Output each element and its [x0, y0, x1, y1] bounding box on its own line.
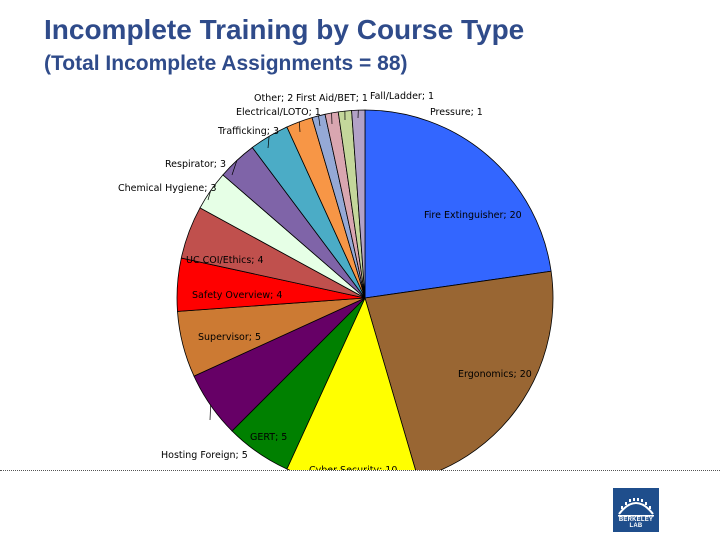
pie-chart: Fire Extinguisher; 20 Ergonomics; 20 Cyber…: [118, 91, 554, 470]
slice-label: Supervisor; 5: [198, 332, 261, 343]
slice-label: Fire Extinguisher; 20: [424, 210, 522, 221]
logo-text: BERKELEY LAB: [618, 517, 654, 529]
slice-label: Respirator; 3: [165, 159, 226, 170]
slice-label: Safety Overview; 4: [192, 290, 282, 301]
slice-label: Hosting Foreign; 5: [161, 450, 248, 461]
leader-line: [209, 405, 211, 421]
pie-slice-fire-extinguisher: [364, 109, 552, 299]
slice-label: Trafficking; 3: [217, 126, 279, 137]
slice-label: Fall/Ladder; 1: [370, 91, 434, 102]
slice-label: Electrical/LOTO; 1: [236, 107, 321, 118]
slice-label: Chemical Hygiene; 3: [118, 183, 217, 194]
slice-label: Ergonomics; 20: [458, 369, 532, 380]
pie-slice-ergonomics: [364, 270, 554, 470]
leader-line: [318, 115, 321, 127]
chart-subtitle: (Total Incomplete Assignments = 88): [44, 52, 408, 75]
slice-label: GERT; 5: [250, 432, 287, 443]
slice-label: Pressure; 1: [430, 107, 483, 118]
berkeley-lab-logo: BERKELEY LAB: [613, 488, 659, 532]
chart-title: Incomplete Training by Course Type: [44, 14, 525, 45]
slice-label: Cyber Security; 10: [309, 465, 397, 470]
leader-line: [298, 121, 301, 133]
slice-label: UC COI/Ethics; 4: [186, 255, 264, 266]
slice-label: Other; 2: [254, 93, 293, 104]
leader-line: [267, 136, 270, 149]
divider-line: [0, 470, 720, 471]
slice-label: First Aid/BET; 1: [296, 93, 368, 104]
pie-slice-cyber-security: [286, 296, 416, 470]
leader-line: [231, 160, 238, 176]
leader-line: [207, 190, 211, 201]
lab-building-icon: [618, 498, 654, 517]
